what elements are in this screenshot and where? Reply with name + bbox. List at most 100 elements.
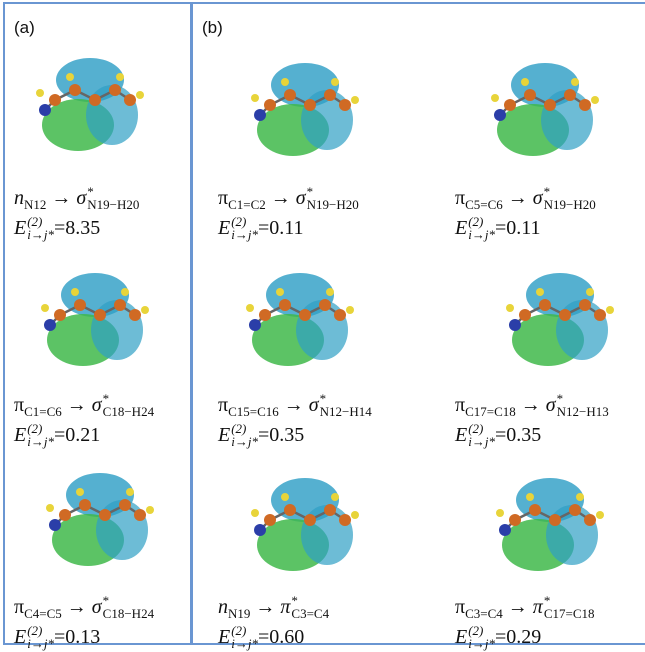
energy: E(2)i→j*=0.11 xyxy=(455,213,596,243)
energy: E(2)i→j*=0.35 xyxy=(455,420,609,450)
acceptor-scripts: *N19−H20 xyxy=(544,185,596,211)
acceptor-scripts: *N19−H20 xyxy=(307,185,359,211)
energy: E(2)i→j*=0.11 xyxy=(218,213,359,243)
acceptor-scripts: *C17=C18 xyxy=(544,594,595,620)
energy-scripts: (2)i→j* xyxy=(231,624,258,650)
energy-value: 8.35 xyxy=(65,217,100,240)
energy: E(2)i→j*=0.21 xyxy=(14,420,154,450)
orbital-image xyxy=(506,273,614,366)
acceptor-scripts: *N12−H14 xyxy=(320,392,372,418)
arrow: → xyxy=(508,596,528,619)
acceptor: σ xyxy=(296,187,306,210)
acceptor-scripts: *C18−H24 xyxy=(103,392,154,418)
energy-scripts: (2)i→j* xyxy=(27,624,54,650)
cell-caption: πC1=C6→σ*C18−H24E(2)i→j*=0.21 xyxy=(14,390,154,450)
energy-scripts: (2)i→j* xyxy=(468,624,495,650)
energy-scripts: (2)i→j* xyxy=(27,422,54,448)
equals: = xyxy=(258,424,269,447)
donor-sub: C4=C5 xyxy=(24,606,62,622)
equals: = xyxy=(54,626,65,649)
acceptor-sub: N12−H14 xyxy=(320,405,372,418)
energy: E(2)i→j*=8.35 xyxy=(14,213,139,243)
acceptor: σ xyxy=(92,394,102,417)
acceptor: σ xyxy=(533,187,543,210)
energy-symbol: E xyxy=(455,424,467,447)
arrow: → xyxy=(271,187,291,210)
arrow: → xyxy=(67,596,87,619)
equals: = xyxy=(495,424,506,447)
donor-sub: N12 xyxy=(24,197,46,213)
energy-sub: i→j* xyxy=(468,435,495,448)
donor-sub: C5=C6 xyxy=(465,197,503,213)
acceptor: π xyxy=(280,596,290,619)
cell-caption: nN19→π*C3=C4E(2)i→j*=0.60 xyxy=(218,592,329,652)
arrow: → xyxy=(284,394,304,417)
energy-scripts: (2)i→j* xyxy=(231,215,258,241)
energy: E(2)i→j*=0.35 xyxy=(218,420,372,450)
energy-symbol: E xyxy=(14,217,26,240)
acceptor: σ xyxy=(92,596,102,619)
equals: = xyxy=(495,626,506,649)
donor-sub: C3=C4 xyxy=(465,606,503,622)
orbital-image xyxy=(251,478,359,571)
acceptor-scripts: *C18−H24 xyxy=(103,594,154,620)
donor: π xyxy=(455,596,465,619)
energy-value: 0.35 xyxy=(269,424,304,447)
energy: E(2)i→j*=0.29 xyxy=(455,622,595,652)
acceptor-sub: N19−H20 xyxy=(544,198,596,211)
orbital-image xyxy=(36,58,144,151)
acceptor: σ xyxy=(546,394,556,417)
energy-sub: i→j* xyxy=(27,228,54,241)
energy-value: 0.21 xyxy=(65,424,100,447)
orbital-image xyxy=(491,63,599,156)
energy-value: 0.13 xyxy=(65,626,100,649)
panel-label: (b) xyxy=(202,18,223,38)
donor: n xyxy=(14,187,24,210)
donor: π xyxy=(218,187,228,210)
transition: nN19→π*C3=C4 xyxy=(218,592,329,622)
energy: E(2)i→j*=0.13 xyxy=(14,622,154,652)
orbital-image xyxy=(41,273,149,366)
arrow: → xyxy=(51,187,71,210)
energy-symbol: E xyxy=(218,626,230,649)
donor-sub: C1=C6 xyxy=(24,404,62,420)
orbital-image xyxy=(496,478,604,571)
acceptor-scripts: *N19−H20 xyxy=(87,185,139,211)
acceptor-sub: N12−H13 xyxy=(557,405,609,418)
energy-sub: i→j* xyxy=(231,435,258,448)
energy-symbol: E xyxy=(218,424,230,447)
energy-scripts: (2)i→j* xyxy=(468,215,495,241)
acceptor-sub: C17=C18 xyxy=(544,607,595,620)
energy-scripts: (2)i→j* xyxy=(468,422,495,448)
equals: = xyxy=(258,626,269,649)
donor: π xyxy=(455,394,465,417)
acceptor: π xyxy=(533,596,543,619)
acceptor-sub: C18−H24 xyxy=(103,607,154,620)
energy-value: 0.11 xyxy=(506,217,540,240)
donor-sub: C1=C2 xyxy=(228,197,266,213)
donor: π xyxy=(14,596,24,619)
energy-sub: i→j* xyxy=(27,637,54,650)
energy-value: 0.35 xyxy=(506,424,541,447)
acceptor: σ xyxy=(309,394,319,417)
equals: = xyxy=(54,424,65,447)
donor-sub: N19 xyxy=(228,606,250,622)
equals: = xyxy=(495,217,506,240)
arrow: → xyxy=(255,596,275,619)
arrow: → xyxy=(67,394,87,417)
energy-symbol: E xyxy=(14,424,26,447)
figure: (a)nN12→σ*N19−H20E(2)i→j*=8.35πC1=C6→σ*C… xyxy=(0,0,645,643)
energy-scripts: (2)i→j* xyxy=(27,215,54,241)
energy-symbol: E xyxy=(218,217,230,240)
